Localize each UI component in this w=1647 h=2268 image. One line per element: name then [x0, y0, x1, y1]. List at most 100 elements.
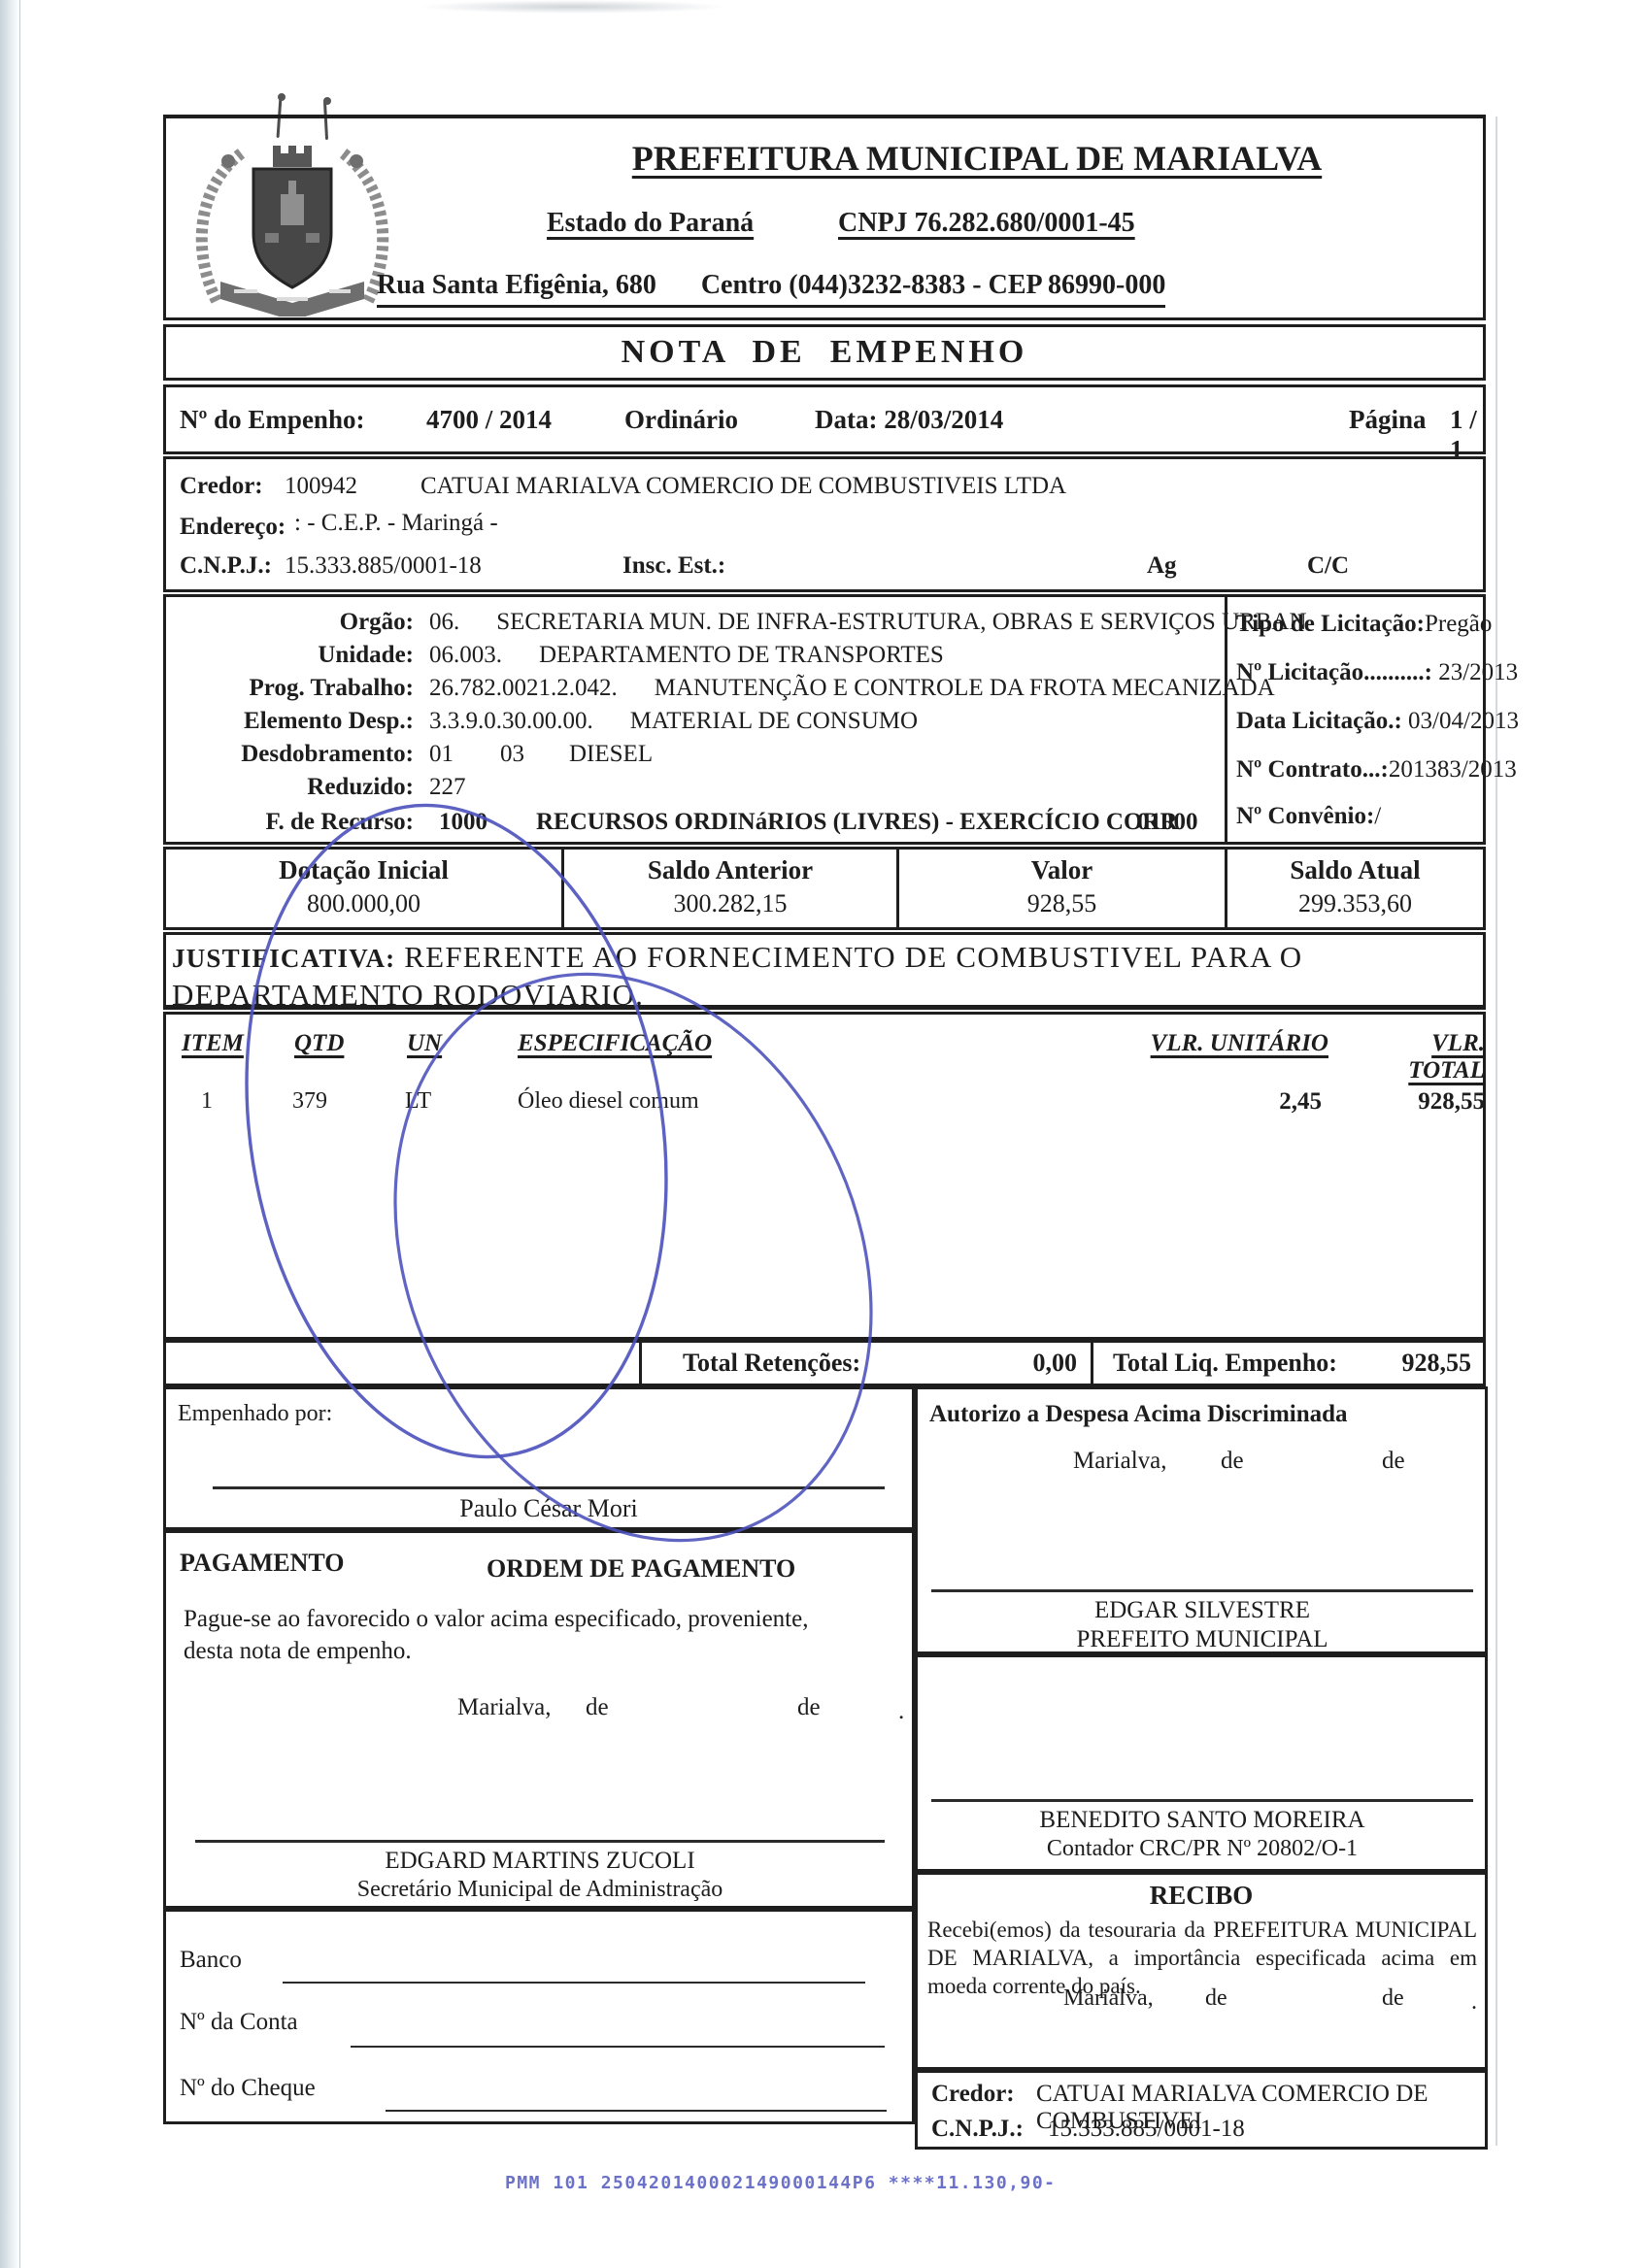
data-licitacao-value: 03/04/2013	[1401, 708, 1519, 734]
empenho-type: Ordinário	[624, 405, 739, 434]
total-liq-label: Total Liq. Empenho:	[1113, 1349, 1337, 1377]
fonte-recurso-code: 1000	[439, 809, 487, 835]
saldo-atual-value: 299.353,60	[1298, 889, 1412, 917]
secretario-signature-line	[195, 1840, 885, 1843]
elemento-desp-row: Elemento Desp.: 3.3.9.0.30.00.00. MATERIAL…	[166, 708, 1215, 735]
letterhead-address: Rua Santa Efigênia, 680 Centro (044)3232-…	[377, 270, 1166, 308]
num-contrato-label: Nº Contrato...:	[1236, 756, 1389, 783]
desdobramento-code2: 03	[500, 741, 524, 767]
pagamento-period: .	[898, 1698, 905, 1724]
pagamento-text: Pague-se ao favorecido o valor acima esp…	[184, 1606, 809, 1664]
banking-box: Banco Nº da Conta Nº do Cheque	[163, 1909, 915, 2124]
justificativa-label: JUSTIFICATIVA:	[172, 944, 396, 973]
items-table: ITEM QTD UN ESPECIFICAÇÃO VLR. UNITÁRIO …	[163, 1012, 1486, 1340]
prog-trabalho-row: Prog. Trabalho: 26.782.0021.2.042. MANUTEN…	[166, 675, 1275, 702]
letterhead-street: Rua Santa Efigênia, 680	[377, 270, 656, 300]
recibo-credor-box: Credor: CATUAI MARIALVA COMERCIO DE COMB…	[915, 2070, 1488, 2150]
col-header-un: UN	[407, 1030, 443, 1056]
num-licitacao-value: 23/2013	[1431, 659, 1519, 685]
staple-pin-mark	[278, 93, 286, 101]
credor-name: CATUAI MARIALVA COMERCIO DE COMBUSTIVEIS…	[420, 473, 1067, 499]
letterhead-title: PREFEITURA MUNICIPAL DE MARIALVA	[487, 138, 1467, 179]
tipo-licitacao-row: Tipo de Licitação:Pregão	[1236, 611, 1492, 638]
letterhead-address-rest: Centro (044)3232-8383 - CEP 86990-000	[700, 270, 1166, 300]
pagamento-title: PAGAMENTO	[180, 1549, 345, 1577]
num-licitacao-label: Nº Licitação..........:	[1236, 659, 1432, 685]
totals-row: Total Retenções: 0,00 Total Liq. Empenho…	[163, 1340, 1486, 1386]
recibo-de2: de	[1382, 1985, 1404, 2011]
municipal-crest-logo	[180, 124, 405, 317]
num-contrato-row: Nº Contrato...:201383/2013	[1236, 756, 1517, 784]
classification-box: Orgão: 06. SECRETARIA MUN. DE INFRA-ESTRUT…	[163, 594, 1519, 845]
scan-left-edge-band	[0, 0, 20, 2268]
autorizo-city: Marialva,	[1073, 1448, 1167, 1474]
desdobramento-code1: 01	[429, 741, 454, 767]
fonte-recurso-label: F. de Recurso:	[265, 809, 414, 835]
secretario-signature-name: EDGARD MARTINS ZUCOLI	[385, 1848, 695, 1874]
elemento-desp-label: Elemento Desp.:	[244, 708, 414, 734]
item-un: LT	[405, 1088, 432, 1114]
desdobramento-label: Desdobramento:	[241, 741, 414, 767]
prefeito-signature-name: EDGAR SILVESTRE	[1093, 1597, 1310, 1623]
empenho-date: Data: 28/03/2014	[815, 405, 1004, 434]
endereco-label: Endereço:	[180, 514, 286, 540]
empenho-number-label: Nº do Empenho:	[180, 405, 365, 434]
credor-code: 100942	[285, 473, 357, 499]
autorizo-de2: de	[1382, 1448, 1405, 1474]
scan-top-smudge	[418, 0, 728, 14]
item-especificacao: Óleo diesel comum	[518, 1088, 699, 1114]
recibo-period: .	[1471, 1989, 1477, 2015]
num-licitacao-row: Nº Licitação..........: 23/2013	[1236, 659, 1518, 686]
pagamento-de2: de	[797, 1694, 821, 1720]
orgao-desc: SECRETARIA MUN. DE INFRA-ESTRUTURA, OBRA…	[496, 609, 1307, 635]
letterhead-state: Estado do Paraná	[547, 208, 755, 238]
fonte-recurso-desc: RECURSOS ORDINáRIOS (LIVRES) - EXERCÍCIO…	[536, 809, 1178, 835]
unidade-code: 06.003.	[429, 642, 502, 668]
empenhado-por-box: Empenhado por: Paulo César Mori	[163, 1386, 915, 1530]
banco-label: Banco	[180, 1947, 242, 1973]
reduzido-row: Reduzido: 227	[166, 774, 1215, 801]
dotacao-inicial-value: 800.000,00	[307, 889, 420, 917]
unidade-label: Unidade:	[318, 642, 414, 668]
contador-signature-line	[931, 1799, 1473, 1802]
letterhead-box: PREFEITURA MUNICIPAL DE MARIALVA Estado …	[163, 115, 1486, 320]
total-retencoes-label: Total Retenções:	[683, 1349, 861, 1377]
data-licitacao-row: Data Licitação.: 03/04/2013	[1236, 708, 1519, 735]
insc-est-label: Insc. Est.:	[622, 552, 726, 579]
unidade-desc: DEPARTAMENTO DE TRANSPORTES	[539, 642, 944, 668]
cc-label: C/C	[1307, 552, 1350, 579]
valor-label: Valor	[1030, 855, 1093, 884]
orgao-label: Orgão:	[339, 609, 414, 635]
recibo-box: RECIBO Recebi(emos) da tesouraria da PRE…	[915, 1872, 1488, 2070]
contador-signature-name: BENEDITO SANTO MOREIRA	[1039, 1807, 1365, 1833]
empenho-number-row: Nº do Empenho: 4700 / 2014 Ordinário Dat…	[163, 384, 1486, 464]
empenhado-signature-name: Paulo César Mori	[459, 1494, 638, 1522]
cnpj-label: C.N.P.J.:	[180, 552, 272, 579]
licitacao-panel	[1225, 597, 1486, 842]
total-retencoes-value: 0,00	[1032, 1349, 1078, 1377]
item-number: 1	[201, 1088, 213, 1114]
ag-label: Ag	[1147, 552, 1177, 579]
prog-trabalho-code: 26.782.0021.2.042.	[429, 675, 618, 701]
desdobramento-row: Desdobramento: 01 03 DIESEL	[166, 741, 1215, 768]
total-retencoes-cell: Total Retenções: 0,00	[642, 1343, 1093, 1384]
saldo-atual-label: Saldo Atual	[1290, 855, 1421, 884]
contador-signature-role: Contador CRC/PR Nº 20802/O-1	[1046, 1836, 1359, 1861]
recibo-title: RECIBO	[1149, 1881, 1254, 1910]
num-convenio-label: Nº Convênio:	[1236, 803, 1375, 829]
orgao-code: 06.	[429, 609, 460, 635]
valor-value: 928,55	[1026, 889, 1097, 917]
valor-cell: Valor 928,55	[896, 850, 1225, 927]
ordem-pagamento-title: ORDEM DE PAGAMENTO	[487, 1554, 796, 1583]
recibo-cnpj-value: 15.333.885/0001-18	[1048, 2116, 1245, 2142]
dotmatrix-footer-text: PMM 101 250420140002149000144P6 ****11.1…	[505, 2173, 1057, 2193]
num-contrato-value: 201383/2013	[1388, 756, 1517, 783]
credor-box: Credor: 100942 CATUAI MARIALVA COMERCIO …	[163, 456, 1486, 592]
tipo-licitacao-label: Tipo de Licitação:	[1236, 611, 1425, 637]
orgao-row: Orgão: 06. SECRETARIA MUN. DE INFRA-ESTRUT…	[166, 609, 1307, 636]
item-qtd: 379	[292, 1088, 327, 1114]
recibo-de1: de	[1205, 1985, 1227, 2011]
prog-trabalho-label: Prog. Trabalho:	[249, 675, 414, 701]
recibo-text: Recebi(emos) da tesouraria da PREFEITURA…	[927, 1918, 1477, 1998]
